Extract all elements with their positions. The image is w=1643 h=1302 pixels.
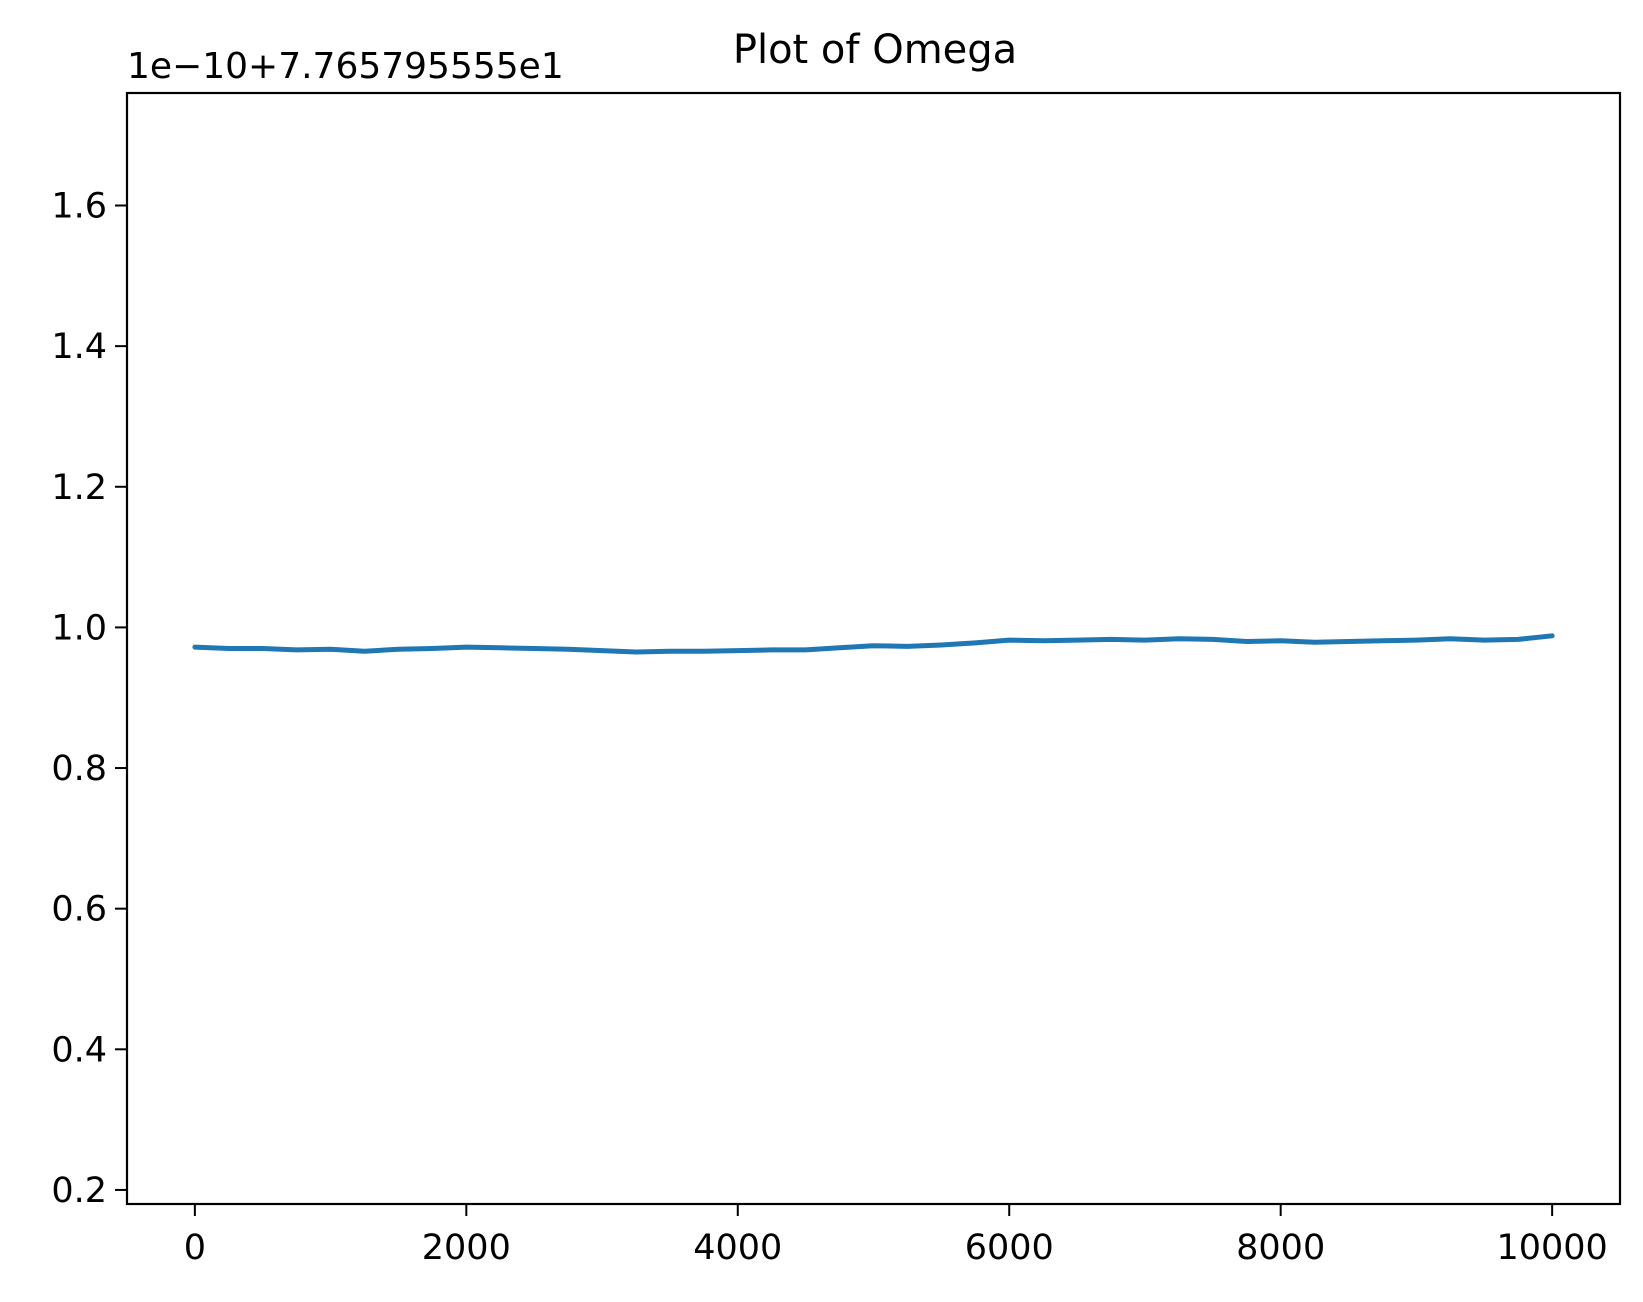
x-tick-label: 8000 bbox=[1236, 1228, 1325, 1268]
x-tick-label: 0 bbox=[184, 1228, 206, 1268]
y-tick-label: 1.4 bbox=[51, 327, 107, 367]
x-axis-ticks: 0 2000 4000 6000 8000 10000 bbox=[184, 1204, 1608, 1268]
y-tick-label: 0.2 bbox=[51, 1171, 107, 1211]
y-tick-label: 0.4 bbox=[51, 1030, 107, 1070]
y-tick-label: 0.6 bbox=[51, 890, 107, 930]
plot-area-frame bbox=[125, 91, 1622, 1206]
chart-title: Plot of Omega bbox=[733, 27, 1017, 73]
y-axis-ticks: 0.2 0.4 0.6 0.8 1.0 1.2 1.4 1.6 bbox=[51, 187, 127, 1211]
x-tick-label: 10000 bbox=[1496, 1228, 1607, 1268]
y-tick-label: 0.8 bbox=[51, 749, 107, 789]
x-tick-label: 2000 bbox=[422, 1228, 511, 1268]
y-tick-label: 1.2 bbox=[51, 468, 107, 508]
y-tick-label: 1.0 bbox=[51, 608, 107, 648]
series-layer bbox=[192, 633, 1555, 655]
series-line-omega bbox=[192, 633, 1555, 655]
x-tick-label: 4000 bbox=[693, 1228, 782, 1268]
x-tick-label: 6000 bbox=[965, 1228, 1054, 1268]
y-tick-label: 1.6 bbox=[51, 187, 107, 227]
y-axis-offset-text: 1e−10+7.765795555e1 bbox=[127, 46, 564, 87]
